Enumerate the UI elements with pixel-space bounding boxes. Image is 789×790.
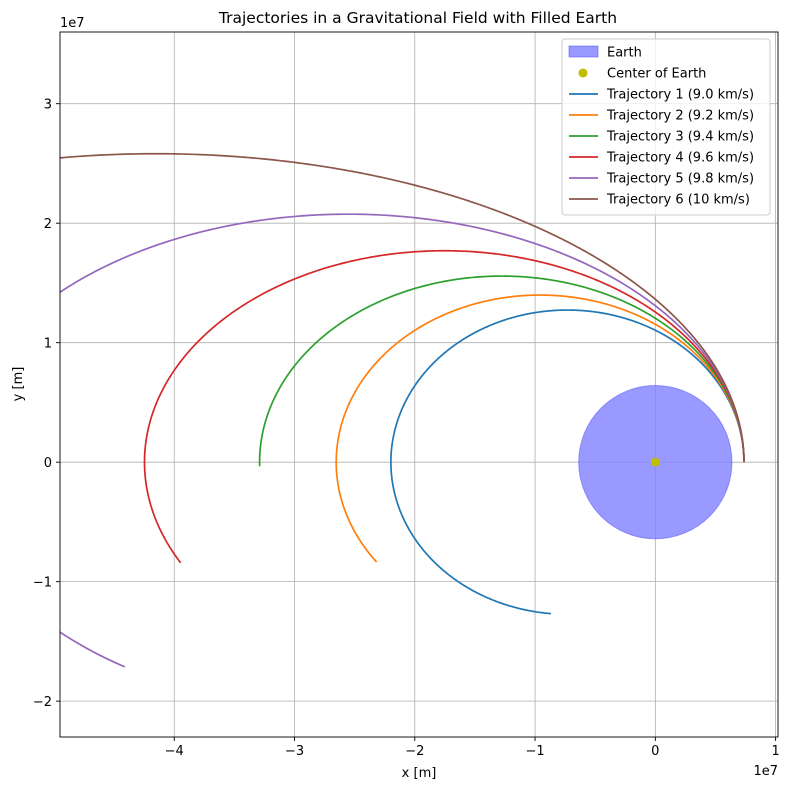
x-tick-label: −3 (285, 744, 304, 759)
y-tick-label: 2 (44, 217, 52, 232)
plot-area-frame (59, 31, 779, 738)
series-layer (60, 152, 745, 668)
x-tick-label: −2 (405, 744, 424, 759)
legend-center-swatch (578, 68, 588, 78)
trajectory-6-line (60, 152, 745, 463)
legend-earth-label: Earth (607, 46, 642, 61)
x-offset-label: 1e7 (753, 764, 778, 779)
x-tick-label: 0 (651, 744, 659, 759)
legend-trajectory-6-label: Trajectory 6 (10 km/s) (606, 193, 750, 208)
y-offset-label: 1e7 (60, 16, 85, 31)
y-axis-label: y [m] (11, 367, 26, 402)
ticks: −4 −3 −2 −1 0 1 −2 −1 0 1 2 3 (33, 98, 780, 759)
center-of-earth-marker (650, 457, 660, 467)
marker-layer (650, 457, 660, 467)
legend-trajectory-5-label: Trajectory 5 (9.8 km/s) (606, 172, 754, 187)
x-tick-label: −4 (165, 744, 184, 759)
y-tick-label: −1 (33, 576, 52, 591)
legend-center-label: Center of Earth (607, 67, 706, 82)
y-tick-label: 1 (44, 337, 52, 352)
x-tick-label: 1 (771, 744, 779, 759)
legend-trajectory-1-label: Trajectory 1 (9.0 km/s) (606, 88, 754, 103)
legend-earth-swatch (568, 45, 599, 58)
legend-trajectory-4-label: Trajectory 4 (9.6 km/s) (606, 151, 754, 166)
y-tick-label: −2 (33, 695, 52, 710)
legend-trajectory-3-label: Trajectory 3 (9.4 km/s) (606, 130, 754, 145)
legend-trajectory-2-label: Trajectory 2 (9.2 km/s) (606, 109, 754, 124)
legend-box (561, 38, 771, 216)
y-tick-label: 3 (44, 98, 52, 113)
y-tick-label: 0 (44, 456, 52, 471)
legend: Earth Center of Earth Trajectory 1 (9.0 km… (561, 38, 771, 216)
x-tick-label: −1 (525, 744, 544, 759)
chart-title: Trajectories in a Gravitational Field wi… (218, 9, 617, 27)
x-axis-label: x [m] (402, 766, 437, 781)
grid (60, 32, 778, 737)
